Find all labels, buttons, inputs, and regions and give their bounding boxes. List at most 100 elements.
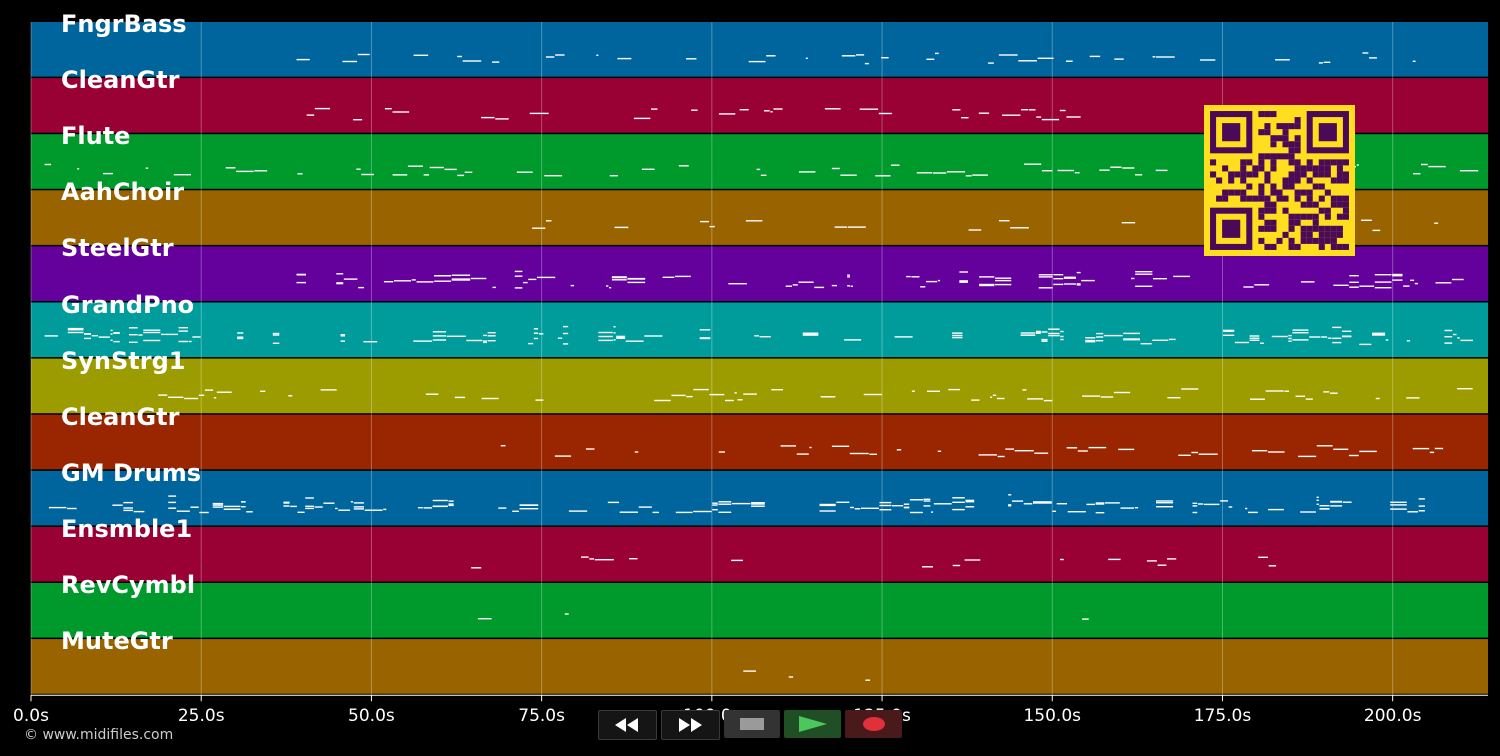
note: [927, 390, 941, 392]
note: [1249, 337, 1260, 339]
note: [91, 335, 99, 337]
note: [470, 277, 487, 280]
note: [451, 274, 471, 276]
note: [1155, 169, 1168, 172]
note: [1198, 453, 1218, 455]
note: [952, 332, 963, 334]
note: [847, 276, 850, 278]
note: [1390, 501, 1407, 503]
fast-forward-button[interactable]: [660, 710, 720, 740]
note: [1374, 274, 1392, 276]
note: [1330, 505, 1343, 507]
note: [1035, 332, 1041, 334]
note: [241, 506, 246, 508]
track-lane[interactable]: [31, 583, 1488, 638]
note: [168, 507, 177, 509]
track-label: CleanGtr: [61, 402, 180, 431]
note: [448, 504, 454, 507]
note: [1300, 281, 1315, 283]
track-lane[interactable]: [31, 302, 1488, 358]
note: [1063, 283, 1077, 285]
note: [323, 502, 335, 504]
note: [1392, 275, 1403, 277]
note: [1008, 504, 1012, 506]
note: [627, 277, 646, 280]
note: [878, 112, 892, 115]
note: [237, 336, 244, 338]
note: [363, 341, 378, 343]
tick-label: 200.0s: [1363, 706, 1422, 726]
note: [487, 340, 496, 342]
note: [1316, 503, 1319, 505]
note: [644, 335, 663, 337]
note: [123, 501, 133, 504]
note: [198, 394, 205, 396]
note: [1292, 332, 1309, 334]
note: [1157, 564, 1167, 566]
play-button[interactable]: [784, 710, 842, 738]
note: [1418, 505, 1425, 507]
note: [1414, 282, 1418, 285]
note: [1063, 276, 1077, 278]
note: [788, 676, 794, 678]
track-lane[interactable]: [31, 639, 1488, 694]
track-lane[interactable]: [31, 358, 1488, 414]
note: [662, 276, 675, 278]
note: [342, 60, 358, 63]
note: [483, 341, 487, 344]
note: [223, 508, 241, 510]
note: [995, 279, 1012, 282]
stop-button[interactable]: [723, 710, 781, 738]
note: [481, 397, 499, 400]
note: [654, 399, 671, 402]
note: [1319, 508, 1330, 510]
note: [1152, 56, 1156, 58]
tick-label: 25.0s: [177, 706, 225, 726]
note: [429, 166, 444, 169]
note: [879, 509, 892, 511]
note: [979, 276, 995, 278]
note: [1081, 279, 1095, 282]
note: [1459, 170, 1479, 172]
note: [671, 394, 686, 397]
track-label: AahChoir: [61, 178, 185, 207]
record-button[interactable]: [845, 710, 902, 738]
note: [613, 332, 616, 334]
note: [1027, 398, 1044, 400]
note: [204, 389, 214, 391]
note: [335, 507, 338, 510]
note: [1110, 166, 1122, 168]
note: [67, 507, 77, 510]
note: [1260, 342, 1264, 344]
note: [272, 342, 280, 344]
note: [178, 330, 188, 332]
note: [952, 501, 965, 503]
note: [305, 497, 314, 499]
note: [413, 54, 429, 56]
note: [1375, 397, 1380, 400]
note: [143, 339, 161, 342]
track-lane[interactable]: [31, 22, 1488, 77]
note: [336, 282, 344, 285]
note: [1452, 278, 1464, 281]
track-lane[interactable]: [31, 526, 1488, 582]
note: [1048, 328, 1060, 330]
note: [847, 285, 850, 287]
note: [863, 393, 882, 396]
note: [562, 343, 569, 345]
track-lane[interactable]: [31, 414, 1488, 470]
note: [434, 275, 452, 277]
rewind-button[interactable]: [598, 710, 657, 740]
transport-controls: [598, 710, 902, 740]
note: [336, 273, 344, 275]
note: [213, 397, 217, 399]
copyright-text: © www.midifiles.com: [24, 727, 174, 743]
note: [448, 503, 454, 505]
note: [933, 503, 952, 505]
note: [820, 396, 836, 398]
note: [241, 501, 246, 503]
note: [1292, 339, 1309, 341]
qr-code: [1204, 105, 1355, 256]
note: [1372, 229, 1381, 232]
track-lane[interactable]: [31, 470, 1488, 526]
